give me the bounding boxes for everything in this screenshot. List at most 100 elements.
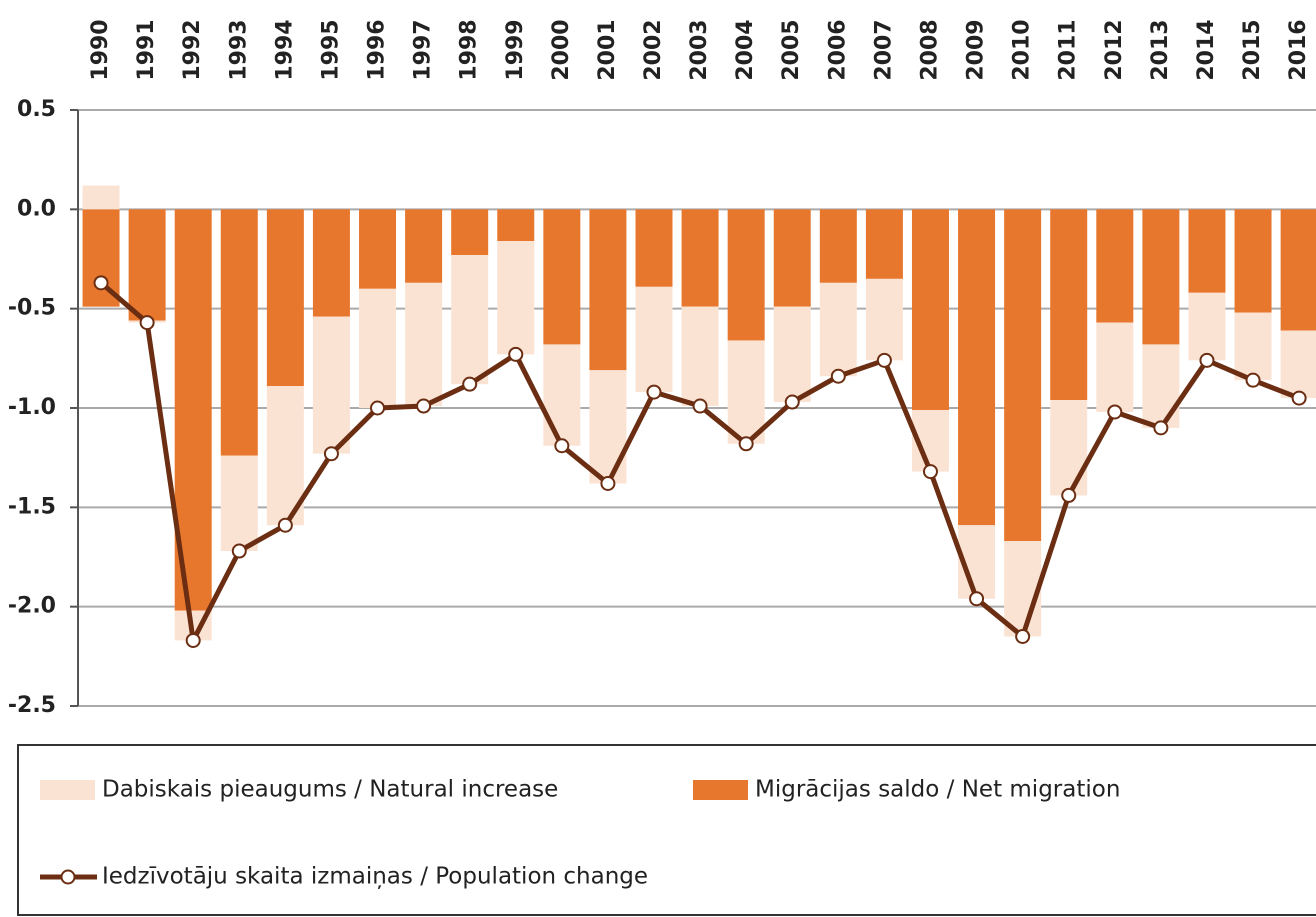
y-tick-label: 0.5 [17,97,56,122]
marker [738,436,754,452]
x-tick-label: 2008 [917,19,942,80]
legend-swatch [40,780,95,800]
x-tick-label: 1993 [226,19,251,80]
bar [635,209,673,287]
x-tick-label: 1995 [318,19,343,80]
legend-box [17,744,1316,916]
marker [1153,420,1169,436]
bar [497,209,535,242]
bar [1096,209,1134,323]
x-tick-label: 1997 [411,19,436,80]
bar [1050,209,1088,401]
x-tick-label: 2010 [1010,19,1035,80]
legend-label: Dabiskais pieaugums / Natural increase [102,777,558,803]
bar [1096,322,1134,412]
marker [277,517,293,533]
x-tick-label: 1990 [88,19,113,80]
marker [1015,628,1031,644]
x-tick-label: 1999 [503,19,528,80]
y-tick-label: -2.0 [8,594,56,619]
x-tick-label: 2001 [595,19,620,80]
bar [773,306,811,403]
bar [1142,209,1180,345]
bar [727,340,765,444]
x-tick-label: 1992 [180,19,205,80]
x-tick-label: 2011 [1056,19,1081,80]
x-tick-label: 2006 [825,19,850,80]
y-tick-label: -1.0 [8,395,56,420]
bar [405,282,443,407]
x-tick-label: 2007 [871,19,896,80]
x-tick-label: 1998 [457,19,482,80]
bar [312,209,350,317]
bar [266,209,304,387]
legend-marker [60,869,76,885]
marker [370,400,386,416]
bar [1142,344,1180,428]
marker [323,446,339,462]
x-tick-label: 2005 [779,19,804,80]
marker [969,591,985,607]
bar [543,209,581,345]
bar [1004,209,1042,542]
bar [1050,400,1088,496]
bar [82,185,120,210]
x-tick-label: 2000 [549,19,574,80]
bar [359,209,397,289]
x-tick-label: 2015 [1240,19,1265,80]
y-tick-label: 0.0 [17,196,56,221]
bar [220,209,258,456]
bar [1234,209,1272,313]
y-tick-label: -1.5 [8,494,56,519]
bar [865,209,903,279]
x-tick-label: 2003 [687,19,712,80]
bar [681,306,719,407]
legend-label: Migrācijas saldo / Net migration [755,777,1120,803]
x-tick-label: 1991 [134,19,159,80]
marker [554,438,570,454]
bar [1004,541,1042,637]
bar [727,209,765,341]
marker [231,543,247,559]
marker [646,384,662,400]
marker [93,275,109,291]
bar [312,316,350,454]
marker [139,315,155,331]
bar [865,278,903,361]
bar [819,282,857,377]
marker [876,352,892,368]
bar [451,209,489,256]
marker [416,398,432,414]
bar [681,209,719,307]
marker [784,394,800,410]
bar [543,344,581,446]
bar [635,286,673,393]
bar [1188,209,1226,293]
x-tick-label: 2009 [964,19,989,80]
legend-swatch [693,780,748,800]
marker [692,398,708,414]
bar [220,455,258,552]
marker [508,346,524,362]
marker [1245,372,1261,388]
bar [819,209,857,283]
bar [128,209,166,321]
marker [1199,352,1215,368]
x-tick-label: 2012 [1102,19,1127,80]
marker [830,368,846,384]
bar [773,209,811,307]
bar [1280,209,1316,331]
bar [911,209,949,410]
marker [1107,404,1123,420]
x-tick-label: 1994 [272,19,297,80]
bar [451,255,489,385]
marker [1291,390,1307,406]
marker [1061,487,1077,503]
bar [958,209,996,526]
marker [600,475,616,491]
y-tick-label: -0.5 [8,296,56,321]
x-tick-label: 2013 [1148,19,1173,80]
bar [589,370,627,484]
bar [359,288,397,408]
